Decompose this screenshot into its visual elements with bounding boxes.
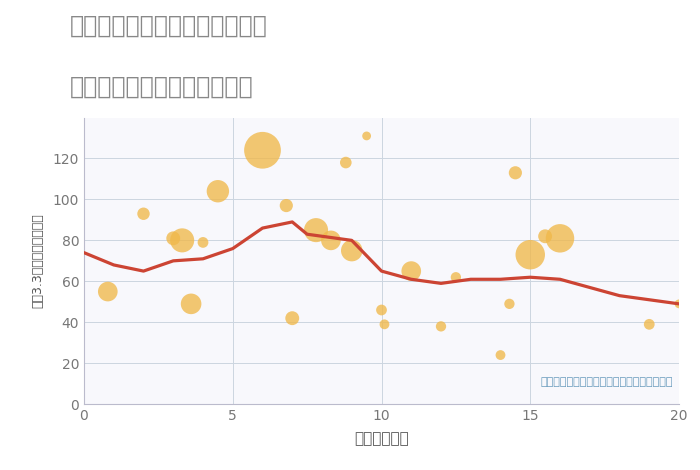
Point (340, 159, 351, 166)
Point (197, 239, 209, 246)
Point (435, 322, 447, 330)
Point (326, 236, 337, 244)
Point (525, 251, 536, 258)
Text: 円の大きさは、取引のあった物件面積を示す: 円の大きさは、取引のあった物件面積を示す (540, 377, 673, 387)
Point (540, 233, 551, 240)
Point (287, 314, 298, 322)
Point (281, 202, 292, 209)
Point (673, 300, 685, 308)
Text: 駅距離別中古マンション価格: 駅距離別中古マンション価格 (70, 75, 253, 99)
Point (212, 188, 223, 195)
Point (138, 210, 149, 218)
Y-axis label: 坪（3.3㎡）単価（万円）: 坪（3.3㎡）単価（万円） (32, 213, 44, 308)
Point (176, 236, 188, 244)
Point (257, 147, 268, 154)
Point (310, 227, 321, 234)
Point (346, 247, 357, 254)
Point (644, 321, 655, 328)
Point (376, 306, 387, 314)
X-axis label: 駅距離（分）: 駅距離（分） (354, 431, 409, 446)
Point (379, 321, 390, 328)
Point (361, 132, 372, 140)
Point (504, 300, 515, 308)
Point (406, 267, 417, 275)
Point (510, 169, 521, 177)
Point (554, 235, 566, 242)
Point (186, 300, 197, 308)
Point (450, 274, 461, 281)
Point (168, 235, 179, 242)
Text: 愛知県稲沢市祖父江町神明津の: 愛知県稲沢市祖父江町神明津の (70, 14, 267, 38)
Point (102, 288, 113, 295)
Point (495, 351, 506, 359)
